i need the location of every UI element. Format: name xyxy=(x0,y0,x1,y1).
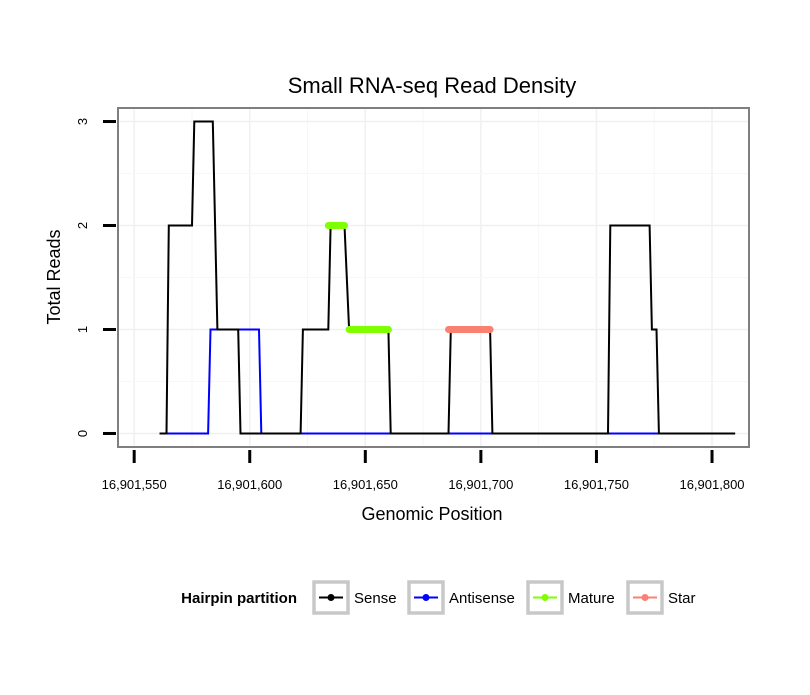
x-tick-label: 16,901,650 xyxy=(333,477,398,492)
y-axis-title: Total Reads xyxy=(44,229,64,324)
legend-item-sense: Sense xyxy=(312,580,397,615)
x-tick-label: 16,901,550 xyxy=(102,477,167,492)
x-tick-label: 16,901,750 xyxy=(564,477,629,492)
plot-panel-border xyxy=(117,107,750,448)
legend-item-star: Star xyxy=(626,580,696,615)
x-axis-title: Genomic Position xyxy=(361,504,502,524)
y-tick-label: 1 xyxy=(75,326,90,333)
x-tick-label: 16,901,700 xyxy=(448,477,513,492)
legend-label: Antisense xyxy=(449,590,515,607)
legend-item-antisense: Antisense xyxy=(407,580,515,615)
series-sense-line xyxy=(159,120,736,435)
legend-key-point xyxy=(422,594,430,601)
legend-label: Sense xyxy=(354,590,397,607)
y-tick-label: 2 xyxy=(75,222,90,229)
x-tick-label: 16,901,800 xyxy=(679,477,744,492)
legend-label: Mature xyxy=(568,590,615,607)
legend-label: Star xyxy=(668,590,696,607)
x-tick-label: 16,901,600 xyxy=(217,477,282,492)
legend: Hairpin partition Sense Antisense Mature St… xyxy=(181,580,696,615)
legend-key-point xyxy=(641,594,649,601)
legend-key-point xyxy=(327,594,335,601)
y-tick-label: 3 xyxy=(75,118,90,125)
grid xyxy=(118,108,749,447)
chart-title: Small RNA-seq Read Density xyxy=(288,73,577,98)
axes: 16,901,550 16,901,600 16,901,650 16,901,700… xyxy=(75,118,745,492)
y-tick-label: 0 xyxy=(75,430,90,437)
legend-title: Hairpin partition xyxy=(181,590,297,607)
legend-key-point xyxy=(541,594,549,601)
legend-item-mature: Mature xyxy=(526,580,615,615)
plot-series xyxy=(159,120,736,435)
